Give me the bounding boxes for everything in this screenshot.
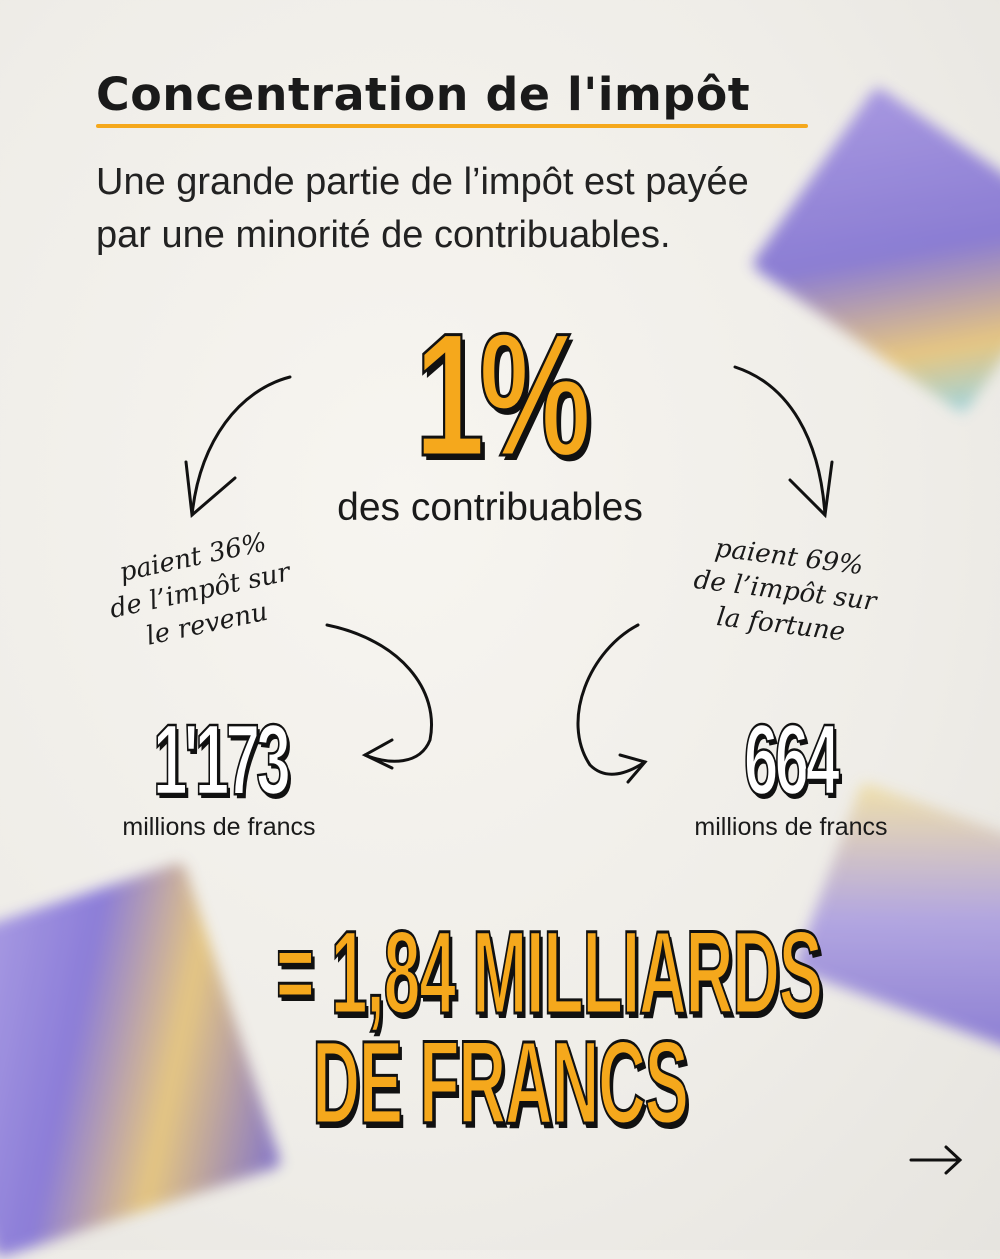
right-unit: millions de francs xyxy=(694,813,888,841)
total-line-1: = 1,84 MILLIARDS xyxy=(275,906,824,1041)
subtitle: Une grande partie de l’impôt est payée p… xyxy=(96,156,749,262)
headline-percent: 1% xyxy=(414,297,593,495)
page-title: Concentration de l'impôt xyxy=(96,68,751,121)
headline-label: des contribuables xyxy=(337,486,643,529)
title-underline xyxy=(96,124,808,128)
subtitle-line-2: par une minorité de contribuables. xyxy=(96,214,671,256)
right-amount: 664 xyxy=(743,703,841,818)
arrow-right-down-icon xyxy=(733,365,834,519)
arrow-left-down-icon xyxy=(184,375,292,518)
subtitle-line-1: Une grande partie de l’impôt est payée xyxy=(96,161,749,203)
left-unit: millions de francs xyxy=(122,813,316,841)
total-line-2: DE FRANCS xyxy=(311,1016,689,1151)
arrow-right-curve-icon xyxy=(576,623,648,784)
arrow-right-icon[interactable] xyxy=(908,1142,964,1178)
left-amount: 1'173 xyxy=(152,703,291,818)
arrow-left-curve-icon xyxy=(325,623,433,770)
